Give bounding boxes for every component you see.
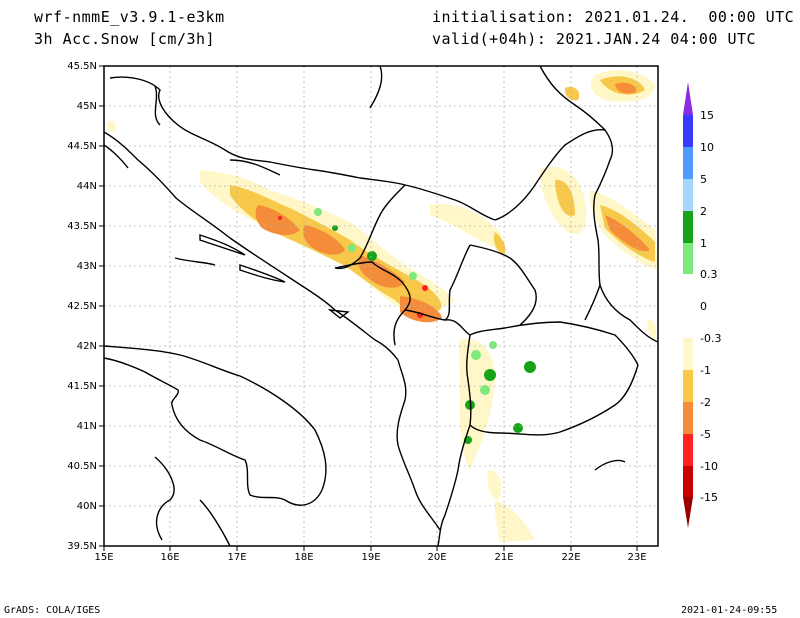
lon-label: 15E — [94, 552, 113, 563]
colorbar-label: -0.3 — [700, 332, 721, 345]
lat-label: 42.5N — [67, 301, 97, 312]
lat-label: 41N — [77, 421, 97, 432]
colorbar-label: -2 — [700, 396, 711, 409]
colorbar-swatch — [683, 466, 693, 497]
colorbar-swatch — [683, 370, 693, 402]
colorbar-swatch — [683, 402, 693, 434]
colorbar-label: -5 — [700, 428, 711, 441]
colorbar-label: 1 — [700, 237, 707, 250]
lat-label: 40N — [77, 501, 97, 512]
colorbar-swatch — [683, 306, 693, 338]
colorbar-top-arrow — [683, 82, 693, 115]
lat-label: 44.5N — [67, 141, 97, 152]
colorbar-swatch — [683, 115, 693, 147]
lon-label: 17E — [227, 552, 246, 563]
colorbar-swatch — [683, 179, 693, 211]
lat-label: 45N — [77, 101, 97, 112]
colorbar-label: 10 — [700, 141, 714, 154]
colorbar-label: -1 — [700, 364, 711, 377]
coastlines-borders — [103, 65, 659, 547]
lat-label: 40.5N — [67, 461, 97, 472]
colorbar-label: 2 — [700, 205, 707, 218]
lat-label: 45.5N — [67, 61, 97, 72]
lon-label: 19E — [361, 552, 380, 563]
colorbar-swatch — [683, 274, 693, 306]
graticule — [104, 66, 658, 546]
lat-label: 42N — [77, 341, 97, 352]
model-title: wrf-nmmE_v3.9.1-e3km — [34, 8, 225, 26]
valid-time: valid(+04h): 2021.JAN.24 04:00 UTC — [432, 30, 757, 48]
colorbar-label: 0.3 — [700, 268, 718, 281]
generation-timestamp: 2021-01-24-09:55 — [681, 605, 778, 616]
colorbar-swatch — [683, 147, 693, 179]
lon-label: 20E — [427, 552, 446, 563]
lat-label: 44N — [77, 181, 97, 192]
colorbar: 15 10 5 2 1 0.3 0 -0.3 -1 -2 -5 -10 -15 — [683, 82, 721, 528]
lon-label: 23E — [627, 552, 646, 563]
lon-label: 21E — [494, 552, 513, 563]
colorbar-label: 0 — [700, 300, 707, 313]
lat-label: 43N — [77, 261, 97, 272]
initialisation-time: initialisation: 2021.01.24. 00:00 UTC — [432, 8, 795, 26]
snow-shading — [107, 70, 658, 542]
colorbar-label: -15 — [700, 491, 718, 504]
lon-label: 16E — [160, 552, 179, 563]
lat-label: 41.5N — [67, 381, 97, 392]
ticks — [99, 65, 638, 551]
colorbar-swatch — [683, 243, 693, 274]
lat-label: 43.5N — [67, 221, 97, 232]
colorbar-swatch — [683, 211, 693, 243]
colorbar-swatch — [683, 338, 693, 370]
lon-label: 18E — [294, 552, 313, 563]
colorbar-bottom-arrow — [683, 497, 693, 528]
lat-label: 39.5N — [67, 541, 97, 552]
lon-label: 22E — [561, 552, 580, 563]
map-panel — [99, 65, 659, 551]
colorbar-swatch — [683, 434, 693, 466]
colorbar-label: 15 — [700, 109, 714, 122]
grads-credit: GrADS: COLA/IGES — [4, 605, 101, 616]
colorbar-label: 5 — [700, 173, 707, 186]
colorbar-label: -10 — [700, 460, 718, 473]
field-title: 3h Acc.Snow [cm/3h] — [34, 30, 216, 48]
